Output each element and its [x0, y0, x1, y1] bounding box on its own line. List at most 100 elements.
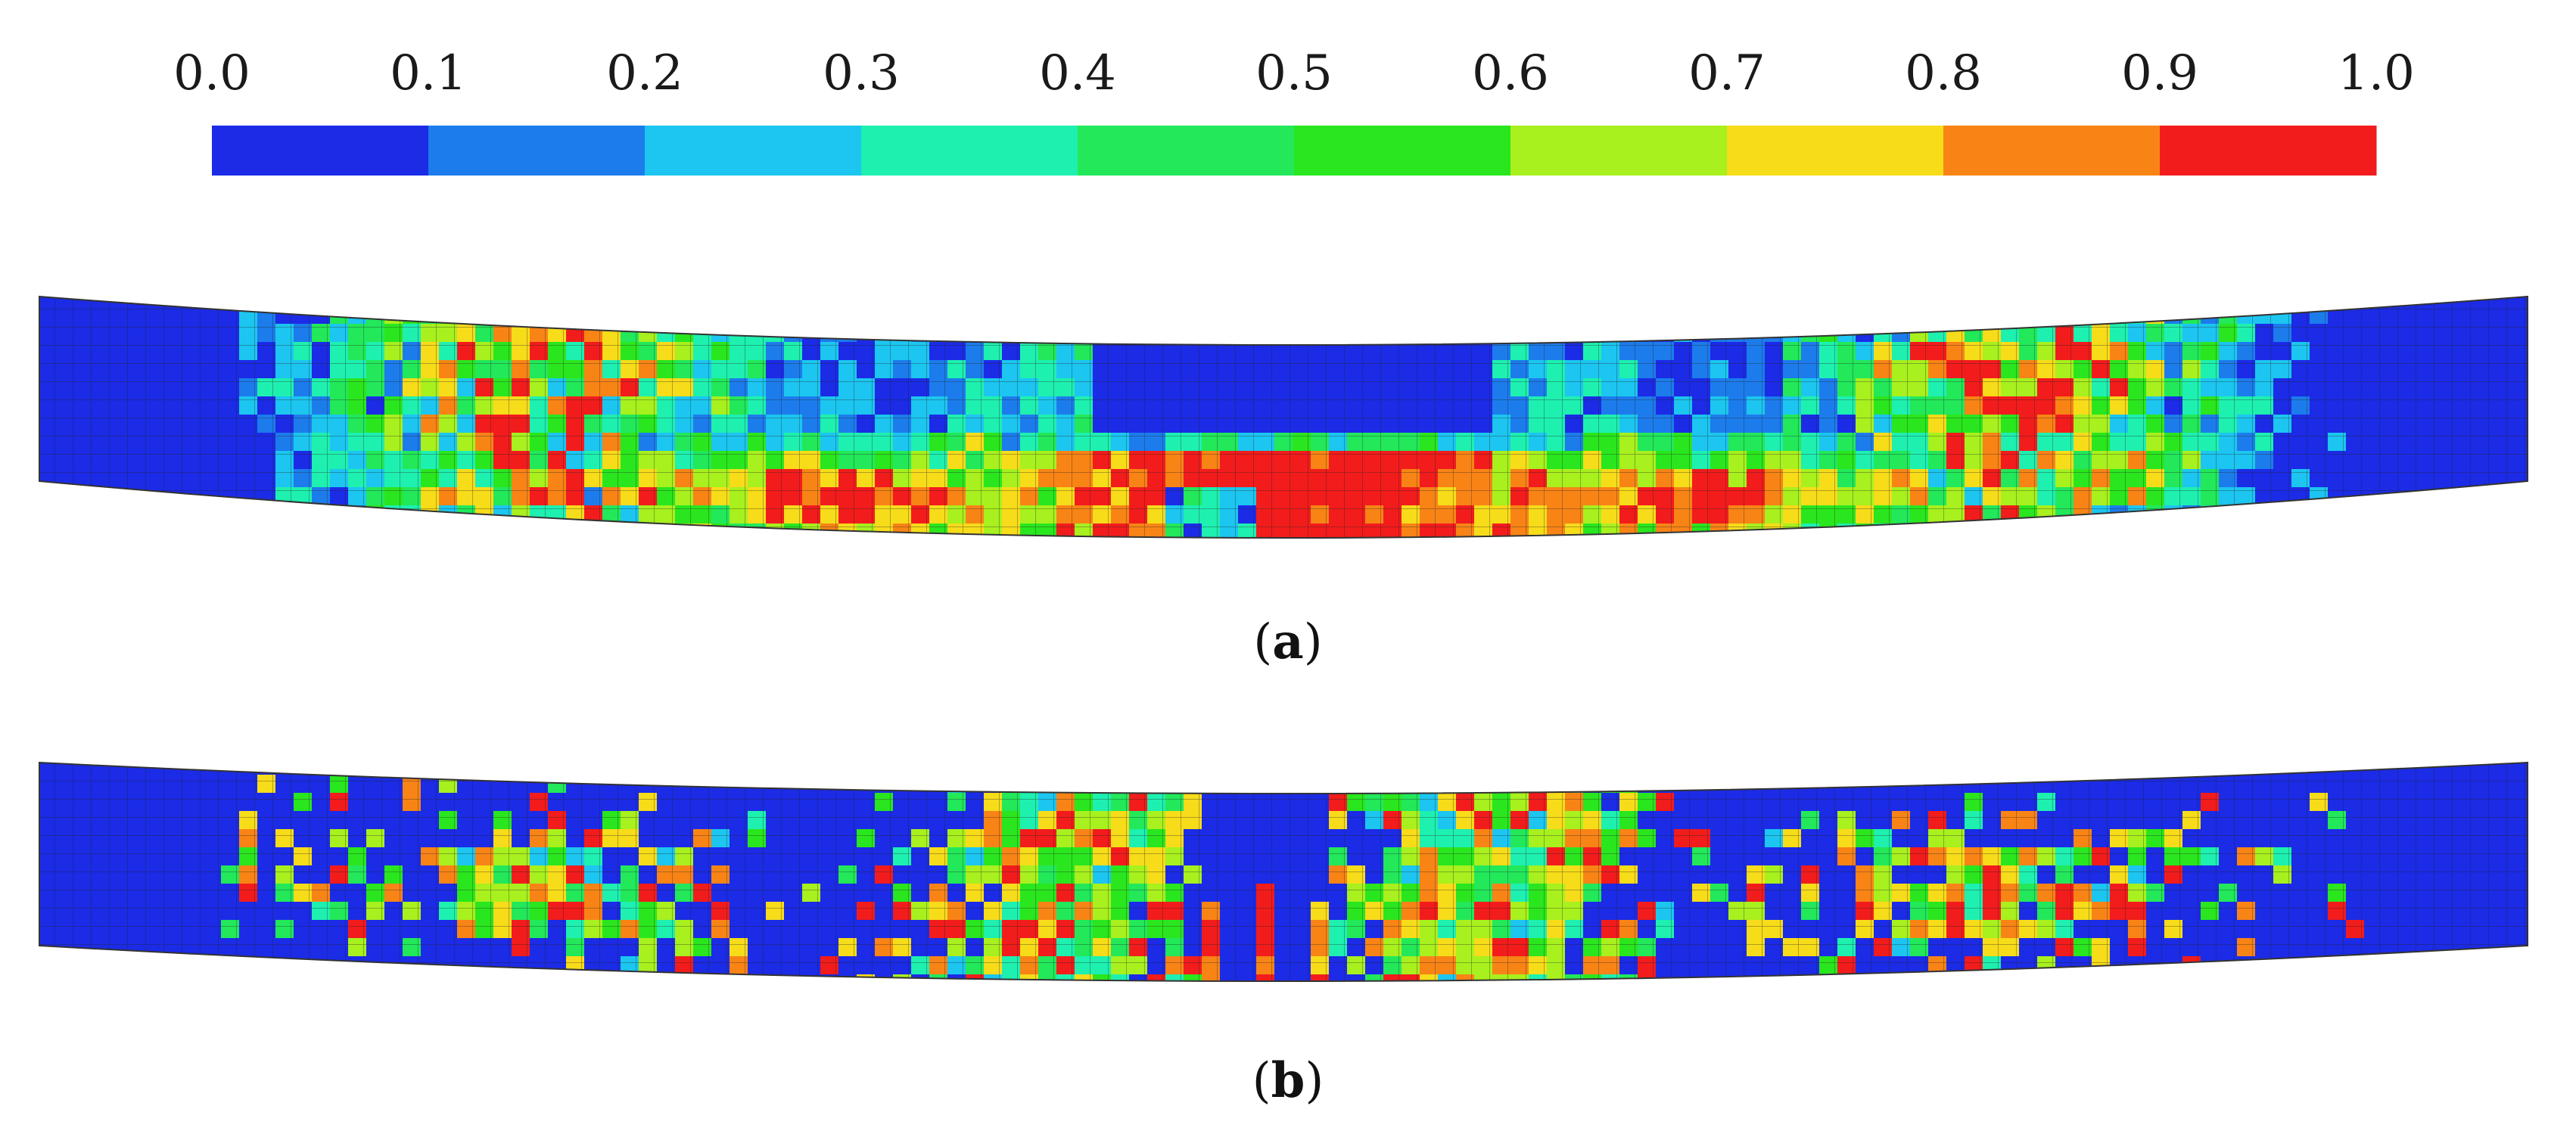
damage-cell [1656, 560, 1674, 578]
damage-cell [1056, 1011, 1075, 1029]
damage-cell [1020, 1011, 1038, 1029]
damage-cell [1311, 993, 1329, 1011]
damage-cell [1565, 596, 1583, 614]
damage-cell [1601, 578, 1619, 596]
damage-cell [1892, 542, 1910, 560]
damage-cell [2001, 974, 2019, 981]
damage-cell [1728, 560, 1747, 578]
damage-cell [2182, 596, 2201, 614]
damage-cell [1420, 596, 1438, 614]
damage-cell [911, 560, 929, 578]
damage-cell [1674, 578, 1692, 596]
damage-cell [2310, 297, 2328, 306]
damage-cell [2001, 542, 2019, 560]
damage-cell [1710, 596, 1728, 614]
damage-cell [1420, 578, 1438, 596]
damage-cell [1638, 324, 1656, 342]
damage-cell [1002, 542, 1020, 560]
damage-cell [1147, 578, 1165, 596]
damage-cell [1129, 775, 1147, 793]
damage-cell [439, 306, 457, 324]
damage-cell [294, 542, 312, 560]
damage-cell [1238, 578, 1256, 596]
damage-cell [566, 524, 584, 538]
damage-cell [1220, 578, 1238, 596]
damage-cell [2255, 560, 2273, 578]
damage-cell [2146, 524, 2164, 538]
damage-cell [330, 560, 348, 578]
damage-cell [384, 524, 403, 538]
damage-cell [2128, 578, 2146, 596]
damage-cell [1347, 542, 1365, 560]
colorbar-tick-label: 0.2 [606, 45, 683, 101]
damage-cell [657, 542, 675, 560]
damage-cell [947, 596, 966, 614]
damage-cell [1946, 306, 1965, 324]
damage-cell [475, 578, 493, 596]
damage-cell [1093, 1011, 1111, 1029]
damage-cell [1311, 1011, 1329, 1029]
damage-cell [2110, 560, 2128, 578]
damage-cell [802, 763, 820, 775]
damage-cell [621, 578, 639, 596]
colorbar-tick-label: 0.6 [1472, 45, 1549, 101]
damage-cell [1656, 596, 1674, 614]
damage-cell [1438, 596, 1456, 614]
damage-cell [657, 306, 675, 324]
damage-cell [1492, 578, 1510, 596]
damage-cell [457, 542, 475, 560]
damage-cell [1020, 306, 1038, 324]
damage-cell [1510, 596, 1529, 614]
damage-cell [1184, 596, 1202, 614]
damage-cell [548, 542, 566, 560]
damage-cell [711, 306, 730, 324]
damage-cell [1202, 596, 1220, 614]
damage-cell [2255, 542, 2273, 560]
damage-cell [1565, 578, 1583, 596]
damage-cell [1692, 306, 1710, 324]
damage-cell [1002, 775, 1020, 793]
damage-cell [403, 578, 421, 596]
damage-cell [493, 578, 512, 596]
damage-cell [1438, 560, 1456, 578]
damage-cell [1075, 306, 1093, 324]
damage-cell [1801, 578, 1819, 596]
damage-cell [2019, 306, 2037, 324]
damage-cell [1783, 560, 1801, 578]
damage-cell [657, 578, 675, 596]
damage-cell [2219, 596, 2237, 614]
colorbar-tick-label: 0.7 [1688, 45, 1766, 101]
damage-cell [2164, 596, 2182, 614]
damage-cell [2291, 542, 2310, 560]
damage-cell [1674, 542, 1692, 560]
damage-cell [1038, 596, 1056, 614]
damage-cell [1147, 542, 1165, 560]
damage-cell [1983, 306, 2001, 324]
damage-cell [602, 560, 621, 578]
damage-cell [1547, 1011, 1565, 1029]
damage-cell [1837, 542, 1856, 560]
damage-cell [1801, 542, 1819, 560]
damage-cell [1856, 596, 1874, 614]
damage-cell [1129, 763, 1147, 775]
damage-cell [403, 297, 421, 306]
damage-cell [1928, 560, 1946, 578]
damage-cell [1856, 578, 1874, 596]
damage-cell [530, 306, 548, 324]
damage-cell [711, 596, 730, 614]
damage-cell [1619, 306, 1638, 324]
damage-cell [421, 596, 439, 614]
damage-cell [384, 578, 403, 596]
damage-cell [730, 542, 748, 560]
damage-cell [984, 1011, 1002, 1029]
damage-cell [1002, 578, 1020, 596]
damage-cell [1510, 775, 1529, 793]
damage-cell [1910, 524, 1928, 538]
damage-cell [639, 596, 657, 614]
damage-cell [2092, 306, 2110, 324]
damage-cell [1020, 560, 1038, 578]
damage-cell [2291, 560, 2310, 578]
damage-cell [693, 560, 711, 578]
damage-cell [766, 578, 784, 596]
damage-cell [2273, 505, 2291, 524]
